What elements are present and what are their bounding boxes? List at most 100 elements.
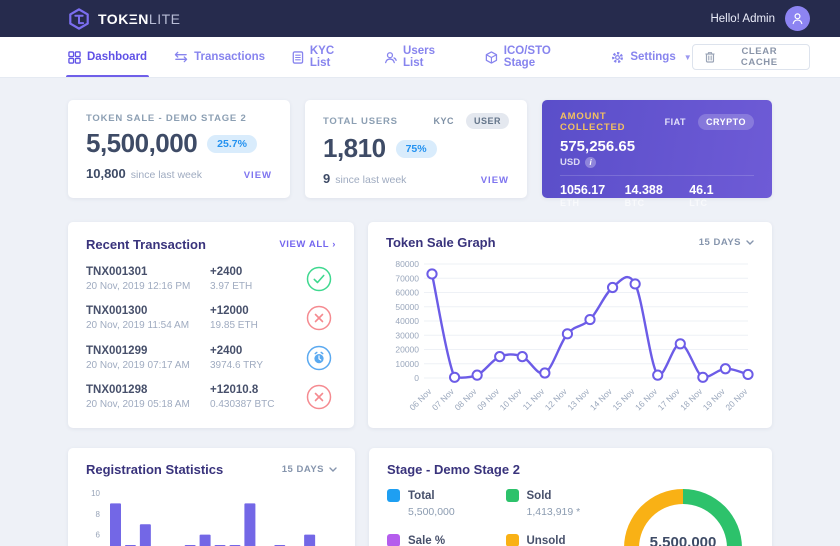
chart-point (742, 368, 754, 381)
bar-chart-svg: 108642 (91, 489, 316, 546)
cube-icon (485, 50, 498, 64)
svg-text:8: 8 (96, 510, 101, 519)
section-title: Token Sale Graph (386, 235, 496, 250)
tab-ico-sto-stage[interactable]: ICO/STO Stage (485, 37, 584, 77)
tx-amount: +2400 (210, 344, 243, 357)
tab-dashboard[interactable]: Dashboard (65, 37, 150, 77)
chart-point (426, 268, 438, 280)
user-avatar[interactable] (785, 6, 810, 31)
pending-icon (306, 345, 332, 370)
view-all-link[interactable]: VIEW ALL › (279, 239, 336, 250)
transaction-row[interactable]: TNX001300 20 Nov, 2019 11:54 AM +12000 19.8… (86, 305, 336, 331)
line-chart-svg: 0 10000 20000 30000 40000 50000 60000 70000 8000… (395, 259, 754, 413)
tab-transactions[interactable]: Transactions (174, 37, 265, 77)
registration-statistics-card: Registration Statistics 15 DAYS 108642 (68, 448, 355, 546)
tab-settings[interactable]: Settings ▼ (611, 37, 692, 77)
trash-icon (704, 52, 715, 63)
x-tick-label: 16 Nov (633, 386, 660, 413)
tab-users-list[interactable]: Users List (384, 37, 458, 77)
section-title: Stage - Demo Stage 2 (387, 462, 520, 477)
info-icon[interactable]: i (585, 157, 597, 168)
tx-status-icon (306, 305, 332, 331)
chevron-down-icon (329, 467, 337, 472)
sold-swatch (505, 489, 519, 502)
users-icon (385, 51, 397, 63)
tx-crypto-amount: 19.85 ETH (210, 320, 258, 331)
kyc-tab[interactable]: KYC (433, 116, 454, 126)
range-dropdown[interactable]: 15 DAYS (699, 237, 754, 248)
view-link[interactable]: VIEW (480, 175, 509, 186)
legend-sale-percent: Sale % 25.7% Sold (387, 534, 496, 546)
total-users-value: 1,810 (323, 133, 386, 163)
x-tick-label: 12 Nov (543, 386, 570, 413)
fiat-tab[interactable]: FIAT (664, 117, 686, 127)
section-title: Registration Statistics (86, 462, 224, 477)
percent-badge: 25.7% (207, 134, 257, 153)
tx-id: TNX001298 (86, 384, 148, 396)
legend-unsold: Unsold 4,086,082 (505, 534, 615, 546)
chart-point (629, 278, 641, 290)
bar (304, 534, 316, 546)
user-icon (792, 13, 803, 25)
range-dropdown[interactable]: 15 DAYS (282, 464, 337, 475)
card-title: TOKEN SALE - DEMO STAGE 2 (86, 113, 247, 124)
transfer-arrows-icon (174, 51, 188, 63)
chart-point (674, 338, 686, 350)
total-swatch (387, 489, 400, 502)
chart-point (652, 369, 664, 381)
failed-icon (306, 305, 332, 331)
recent-transactions-card: Recent Transaction VIEW ALL › TNX001301 2… (68, 222, 354, 428)
chart-point (448, 371, 461, 383)
legend-total: Total 5,500,000 (387, 489, 496, 518)
svg-text:40000: 40000 (395, 316, 419, 326)
svg-text:10000: 10000 (395, 359, 419, 369)
tx-amount: +2400 (210, 265, 243, 278)
svg-text:6: 6 (96, 531, 101, 540)
x-tick-label: 18 Nov (678, 386, 705, 413)
chart-point (539, 367, 551, 379)
coin-ltc: 46.1 LTC (689, 183, 714, 208)
x-tick-label: 14 Nov (588, 386, 615, 413)
x-tick-label: 13 Nov (565, 386, 592, 413)
view-link[interactable]: VIEW (243, 170, 272, 181)
chart-point (584, 313, 596, 326)
bar (110, 503, 121, 546)
chart-point (471, 369, 483, 381)
x-tick-label: 19 Nov (701, 386, 728, 413)
nav-label: KYC List (309, 45, 335, 69)
chart-point (561, 328, 574, 340)
transaction-row[interactable]: TNX001298 20 Nov, 2019 05:18 AM +12010.8 0.… (86, 384, 336, 410)
transaction-row[interactable]: TNX001301 20 Nov, 2019 12:16 PM +2400 3.97 … (86, 266, 336, 292)
tokenlite-logo-icon (69, 7, 89, 30)
tab-kyc-list[interactable]: KYC List (292, 37, 357, 77)
delta-value: 9 (323, 171, 331, 186)
transaction-row[interactable]: TNX001299 20 Nov, 2019 07:17 AM +2400 3974.… (86, 345, 336, 371)
tx-crypto-amount: 3.97 ETH (210, 280, 253, 292)
nav-label: Users List (403, 45, 435, 69)
svg-text:80000: 80000 (395, 259, 419, 269)
stage-donut-chart: 5,500,000 TLE (624, 489, 742, 546)
token-sale-line-chart: 0 10000 20000 30000 40000 50000 60000 70000 8000… (386, 256, 754, 429)
tx-id: TNX001300 (86, 305, 148, 317)
unsold-swatch (505, 534, 519, 546)
user-tab[interactable]: USER (465, 113, 509, 129)
x-tick-label: 10 Nov (498, 386, 525, 413)
tx-status-icon (306, 266, 332, 292)
coin-eth: 1056.17 ETH (560, 183, 606, 208)
tx-crypto-amount: 0.430387 BTC (210, 399, 275, 410)
svg-text:0: 0 (414, 373, 419, 383)
card-title: AMOUNT COLLECTED (560, 111, 626, 133)
tx-amount: +12010.8 (210, 384, 259, 396)
x-tick-label: 11 Nov (521, 386, 547, 412)
topbar: TOKΞNLITE Hello! Admin (0, 0, 840, 37)
total-users-card: TOTAL USERS KYC USER 1,810 75% 9 since l… (305, 100, 527, 198)
bar (199, 534, 211, 546)
crypto-tab[interactable]: CRYPTO (697, 114, 754, 130)
x-tick-label: 09 Nov (475, 386, 502, 413)
tx-id: TNX001299 (86, 344, 148, 357)
clear-cache-button[interactable]: CLEAR CACHE (691, 44, 810, 70)
amount-collected-card: AMOUNT COLLECTED FIAT CRYPTO 575,256.65 … (542, 100, 772, 208)
svg-text:30000: 30000 (395, 330, 419, 340)
tx-id: TNX001301 (86, 265, 148, 278)
greeting-text: Hello! Admin (710, 12, 775, 25)
